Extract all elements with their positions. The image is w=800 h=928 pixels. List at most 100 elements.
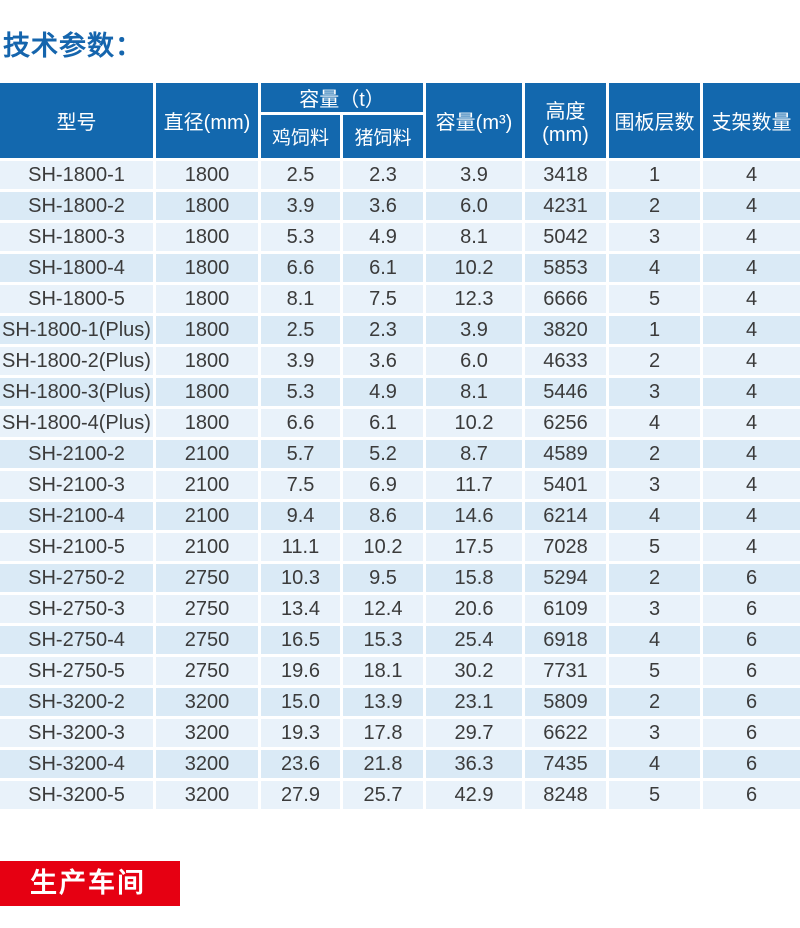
cell-supports: 6 xyxy=(703,719,800,747)
cell-capacity-chicken: 2.5 xyxy=(261,161,340,189)
cell-height: 5809 xyxy=(525,688,606,716)
cell-capacity-pig: 10.2 xyxy=(343,533,423,561)
cell-height: 7028 xyxy=(525,533,606,561)
cell-diameter: 1800 xyxy=(156,409,258,437)
header-model: 型号 xyxy=(0,83,153,158)
cell-capacity-chicken: 5.3 xyxy=(261,223,340,251)
cell-height: 7435 xyxy=(525,750,606,778)
cell-supports: 4 xyxy=(703,533,800,561)
cell-capacity-chicken: 16.5 xyxy=(261,626,340,654)
cell-model: SH-2100-3 xyxy=(0,471,153,499)
cell-layers: 2 xyxy=(609,347,700,375)
cell-height: 4231 xyxy=(525,192,606,220)
cell-height: 4589 xyxy=(525,440,606,468)
cell-capacity-pig: 9.5 xyxy=(343,564,423,592)
cell-height: 6214 xyxy=(525,502,606,530)
cell-capacity-m3: 29.7 xyxy=(426,719,522,747)
cell-layers: 1 xyxy=(609,161,700,189)
cell-model: SH-1800-2(Plus) xyxy=(0,347,153,375)
cell-supports: 4 xyxy=(703,378,800,406)
cell-model: SH-1800-3(Plus) xyxy=(0,378,153,406)
table-row: SH-2750-5 2750 19.6 18.1 30.2 7731 5 6 xyxy=(0,657,800,685)
cell-supports: 6 xyxy=(703,564,800,592)
cell-diameter: 1800 xyxy=(156,223,258,251)
cell-model: SH-1800-1(Plus) xyxy=(0,316,153,344)
cell-capacity-pig: 6.1 xyxy=(343,254,423,282)
header-capacity-m3: 容量(m³) xyxy=(426,83,522,158)
cell-height: 5294 xyxy=(525,564,606,592)
cell-capacity-m3: 6.0 xyxy=(426,347,522,375)
cell-diameter: 2100 xyxy=(156,440,258,468)
cell-capacity-pig: 3.6 xyxy=(343,192,423,220)
cell-capacity-pig: 4.9 xyxy=(343,223,423,251)
cell-layers: 1 xyxy=(609,316,700,344)
cell-layers: 3 xyxy=(609,719,700,747)
cell-model: SH-2100-2 xyxy=(0,440,153,468)
cell-diameter: 3200 xyxy=(156,781,258,809)
cell-capacity-chicken: 15.0 xyxy=(261,688,340,716)
cell-supports: 6 xyxy=(703,781,800,809)
cell-model: SH-3200-2 xyxy=(0,688,153,716)
cell-model: SH-1800-3 xyxy=(0,223,153,251)
cell-supports: 4 xyxy=(703,285,800,313)
cell-supports: 4 xyxy=(703,223,800,251)
cell-capacity-m3: 30.2 xyxy=(426,657,522,685)
table-row: SH-1800-4 1800 6.6 6.1 10.2 5853 4 4 xyxy=(0,254,800,282)
cell-capacity-pig: 3.6 xyxy=(343,347,423,375)
table-row: SH-2750-2 2750 10.3 9.5 15.8 5294 2 6 xyxy=(0,564,800,592)
cell-capacity-chicken: 6.6 xyxy=(261,409,340,437)
spec-table-header: 型号 直径(mm) 容量（t） 容量(m³) 高度(mm) 围板层数 支架数量 … xyxy=(0,83,800,158)
header-pig-feed: 猪饲料 xyxy=(343,115,423,158)
cell-capacity-pig: 5.2 xyxy=(343,440,423,468)
cell-diameter: 1800 xyxy=(156,161,258,189)
cell-capacity-chicken: 23.6 xyxy=(261,750,340,778)
table-row: SH-3200-4 3200 23.6 21.8 36.3 7435 4 6 xyxy=(0,750,800,778)
cell-model: SH-1800-1 xyxy=(0,161,153,189)
cell-capacity-pig: 13.9 xyxy=(343,688,423,716)
cell-capacity-chicken: 19.3 xyxy=(261,719,340,747)
spec-table-body: SH-1800-1 1800 2.5 2.3 3.9 3418 1 4 SH-1800-2 180… xyxy=(0,161,800,809)
cell-model: SH-2100-5 xyxy=(0,533,153,561)
cell-height: 3418 xyxy=(525,161,606,189)
cell-capacity-pig: 21.8 xyxy=(343,750,423,778)
cell-height: 6666 xyxy=(525,285,606,313)
header-supports: 支架数量 xyxy=(703,83,800,158)
cell-height: 8248 xyxy=(525,781,606,809)
cell-layers: 2 xyxy=(609,192,700,220)
cell-capacity-m3: 10.2 xyxy=(426,254,522,282)
cell-diameter: 2750 xyxy=(156,564,258,592)
cell-diameter: 3200 xyxy=(156,688,258,716)
cell-diameter: 2750 xyxy=(156,626,258,654)
cell-capacity-m3: 8.1 xyxy=(426,378,522,406)
cell-diameter: 2750 xyxy=(156,657,258,685)
cell-layers: 2 xyxy=(609,440,700,468)
cell-diameter: 1800 xyxy=(156,192,258,220)
header-layers: 围板层数 xyxy=(609,83,700,158)
cell-capacity-pig: 15.3 xyxy=(343,626,423,654)
cell-layers: 4 xyxy=(609,750,700,778)
cell-supports: 6 xyxy=(703,595,800,623)
cell-capacity-chicken: 3.9 xyxy=(261,192,340,220)
spec-table: 型号 直径(mm) 容量（t） 容量(m³) 高度(mm) 围板层数 支架数量 … xyxy=(0,80,800,812)
cell-capacity-m3: 8.7 xyxy=(426,440,522,468)
cell-model: SH-2750-4 xyxy=(0,626,153,654)
cell-model: SH-1800-5 xyxy=(0,285,153,313)
cell-supports: 4 xyxy=(703,192,800,220)
spec-table-container: 型号 直径(mm) 容量（t） 容量(m³) 高度(mm) 围板层数 支架数量 … xyxy=(0,80,800,812)
cell-capacity-chicken: 2.5 xyxy=(261,316,340,344)
cell-height: 5446 xyxy=(525,378,606,406)
cell-capacity-m3: 15.8 xyxy=(426,564,522,592)
cell-capacity-chicken: 5.3 xyxy=(261,378,340,406)
cell-capacity-chicken: 19.6 xyxy=(261,657,340,685)
table-row: SH-1800-5 1800 8.1 7.5 12.3 6666 5 4 xyxy=(0,285,800,313)
table-row: SH-3200-2 3200 15.0 13.9 23.1 5809 2 6 xyxy=(0,688,800,716)
cell-diameter: 2100 xyxy=(156,533,258,561)
cell-capacity-chicken: 3.9 xyxy=(261,347,340,375)
table-row: SH-2750-4 2750 16.5 15.3 25.4 6918 4 6 xyxy=(0,626,800,654)
table-row: SH-1800-3 1800 5.3 4.9 8.1 5042 3 4 xyxy=(0,223,800,251)
header-capacity-t: 容量（t） xyxy=(261,83,423,112)
cell-height: 3820 xyxy=(525,316,606,344)
table-row: SH-2100-3 2100 7.5 6.9 11.7 5401 3 4 xyxy=(0,471,800,499)
section-banner: 生产车间 xyxy=(0,861,180,906)
cell-capacity-chicken: 9.4 xyxy=(261,502,340,530)
